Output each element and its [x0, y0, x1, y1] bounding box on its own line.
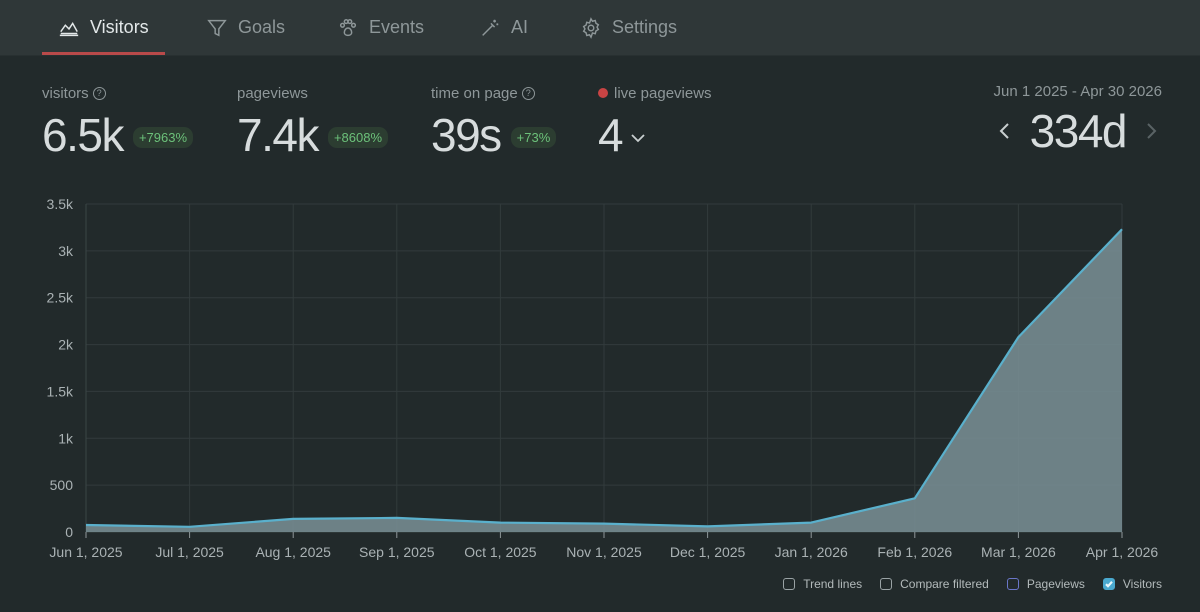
legend-compare-filtered[interactable]: Compare filtered [880, 577, 989, 591]
x-tick-label: Feb 1, 2026 [877, 544, 952, 560]
chevron-down-icon[interactable] [628, 128, 648, 148]
x-tick-label: Dec 1, 2025 [670, 544, 746, 560]
x-tick-label: Jun 1, 2025 [49, 544, 122, 560]
x-tick-label: Mar 1, 2026 [981, 544, 1056, 560]
x-tick-label: Oct 1, 2025 [464, 544, 537, 560]
checkmark-icon [1105, 581, 1113, 588]
tab-bar: Visitors Goals Events AI Settings [0, 0, 1200, 56]
stat-visitors-row: 6.5k +7963% [42, 109, 194, 161]
x-tick-label: Aug 1, 2025 [255, 544, 331, 560]
checkbox-icon[interactable] [1006, 578, 1019, 590]
tab-settings-label: Settings [612, 17, 678, 37]
checkbox-checked-icon[interactable] [1102, 578, 1115, 590]
stat-live-value: 4 [598, 109, 624, 161]
stat-live-label: live pageviews [614, 84, 712, 102]
tab-ai[interactable]: AI [479, 0, 528, 55]
x-tick-label: Nov 1, 2025 [566, 544, 642, 560]
tab-visitors-label: Visitors [90, 17, 149, 37]
chevron-right-icon[interactable] [1140, 120, 1162, 142]
y-axis: 0 500 1k 1.5k 2k 2.5k 3k 3.5k [47, 196, 74, 540]
gear-icon [582, 16, 600, 39]
y-tick-label: 500 [50, 477, 74, 493]
x-tick-label: Sep 1, 2025 [359, 544, 435, 560]
tab-ai-label: AI [511, 17, 529, 37]
visitors-chart: 0 500 1k 1.5k 2k 2.5k 3k 3.5k Jun 1, 2025 Jul 1,… [47, 196, 1159, 560]
chevron-left-icon[interactable] [994, 120, 1016, 142]
period-value: 334d [1029, 105, 1128, 157]
y-tick-label: 3k [58, 243, 74, 259]
y-tick-label: 2.5k [47, 290, 74, 306]
date-range: Jun 1 2025 - Apr 30 2026 [993, 83, 1162, 100]
stat-live-label-row: live pageviews [598, 83, 712, 103]
stat-pageviews-row: 7.4k +8608% [237, 109, 389, 161]
stat-time-on-page[interactable]: time on page ? 39s +73% [431, 83, 557, 161]
legend-compare-filtered-label: Compare filtered [900, 577, 989, 591]
stat-time-label: time on page [431, 84, 518, 102]
stat-pageviews-value: 7.4k [237, 109, 319, 161]
stat-visitors-label: visitors [42, 84, 89, 102]
stat-live-pageviews[interactable]: live pageviews 4 [598, 83, 712, 161]
legend-pageviews-label: Pageviews [1026, 577, 1085, 591]
tab-goals-label: Goals [238, 17, 286, 37]
legend-visitors[interactable]: Visitors [1102, 577, 1162, 591]
y-tick-label: 1.5k [47, 383, 74, 399]
x-tick-label: Apr 1, 2026 [1086, 544, 1159, 560]
legend-visitors-label: Visitors [1122, 577, 1162, 591]
chart-series [85, 228, 1123, 533]
tab-events-label: Events [369, 17, 425, 37]
legend-trend-lines[interactable]: Trend lines [783, 577, 862, 591]
x-tick-label: Jul 1, 2025 [155, 544, 224, 560]
stat-time-change-badge: +73% [510, 126, 557, 148]
series-line-visitors [85, 228, 1123, 528]
stat-visitors-value: 6.5k [42, 109, 124, 161]
checkbox-icon[interactable] [783, 578, 796, 590]
paw-icon [339, 18, 357, 36]
y-tick-label: 2k [58, 337, 74, 353]
help-icon[interactable]: ? [521, 86, 535, 100]
stat-live-row: 4 [598, 109, 712, 161]
line-chart-icon [59, 21, 79, 36]
x-axis: Jun 1, 2025 Jul 1, 2025 Aug 1, 2025 Sep 1, … [49, 532, 1158, 560]
x-tick-label: Jan 1, 2026 [775, 544, 848, 560]
tab-settings[interactable]: Settings [580, 0, 677, 55]
stat-time-label-row: time on page ? [431, 83, 556, 103]
series-area-visitors [86, 229, 1122, 533]
magic-wand-icon [482, 19, 499, 36]
y-tick-label: 3.5k [47, 196, 74, 212]
tab-goals[interactable]: Goals [206, 0, 285, 55]
checkbox-icon[interactable] [880, 578, 893, 590]
live-dot-icon [598, 88, 608, 98]
funnel-icon [207, 19, 227, 37]
legend-pageviews[interactable]: Pageviews [1006, 577, 1085, 591]
y-tick-label: 0 [65, 524, 73, 540]
stat-time-value: 39s [431, 109, 502, 161]
stat-visitors[interactable]: visitors ? 6.5k +7963% [42, 83, 194, 161]
stat-time-row: 39s +73% [431, 109, 557, 161]
period-navigator: 334d [994, 105, 1162, 157]
tab-visitors[interactable]: Visitors [42, 0, 165, 55]
stat-pageviews-change-badge: +8608% [327, 126, 389, 148]
stat-visitors-label-row: visitors ? [42, 83, 193, 103]
chart-legend: Trend lines Compare filtered Pageviews V… [783, 577, 1162, 591]
help-icon[interactable]: ? [92, 86, 106, 100]
stat-visitors-change-badge: +7963% [132, 126, 194, 148]
tab-events[interactable]: Events [337, 0, 424, 55]
stat-pageviews[interactable]: pageviews 7.4k +8608% [237, 83, 389, 161]
stat-pageviews-label: pageviews [237, 84, 308, 102]
y-tick-label: 1k [58, 430, 74, 446]
legend-trend-lines-label: Trend lines [803, 577, 863, 591]
stat-pageviews-label-row: pageviews [237, 83, 388, 103]
